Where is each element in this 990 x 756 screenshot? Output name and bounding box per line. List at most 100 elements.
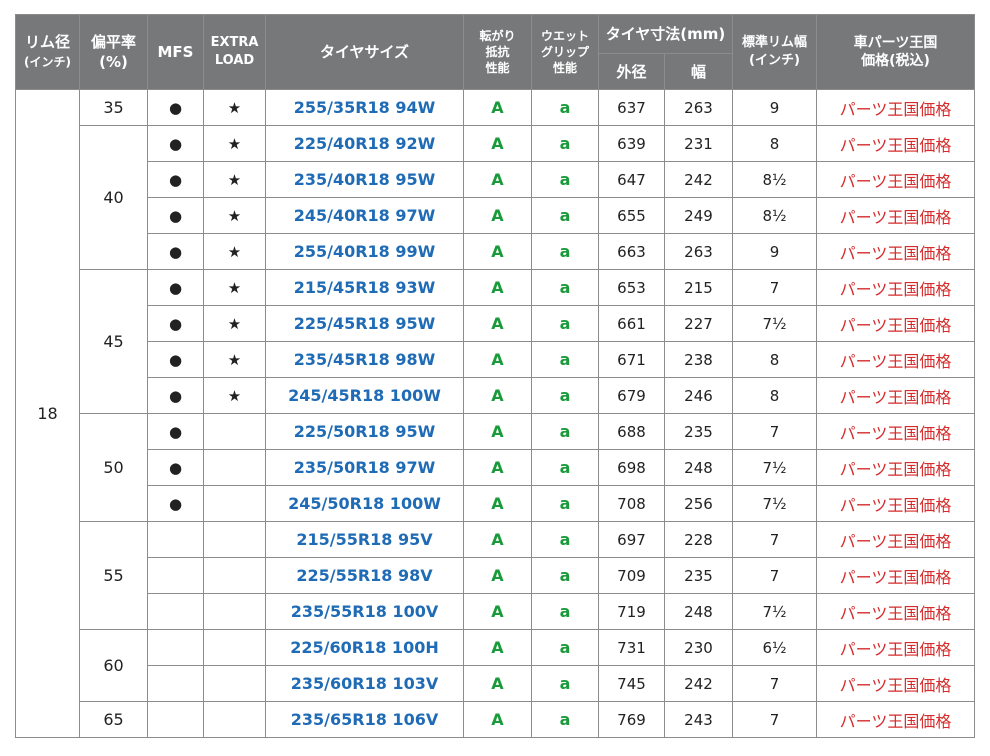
- price-link[interactable]: パーツ王国価格: [816, 665, 975, 702]
- price-link[interactable]: パーツ王国価格: [816, 413, 975, 450]
- extra-load-cell: [203, 665, 266, 702]
- rolling-resistance-cell: A: [463, 485, 532, 522]
- extra-load-cell: [203, 485, 266, 522]
- tire-size-cell: 245/45R18 100W: [265, 377, 464, 414]
- standard-rim-width-cell: 7½: [732, 593, 817, 630]
- standard-rim-width-cell: 7½: [732, 305, 817, 342]
- wet-grip-cell: a: [531, 413, 599, 450]
- tire-size-cell: 255/40R18 99W: [265, 233, 464, 270]
- header-rolling-resistance: 転がり 抵抗 性能: [463, 14, 532, 90]
- aspect-ratio-cell: 45: [79, 269, 148, 414]
- extra-load-cell: ★: [203, 305, 266, 342]
- header-price-line2: 価格(税込): [861, 53, 930, 69]
- width-cell: 263: [664, 89, 733, 126]
- price-link[interactable]: パーツ王国価格: [816, 305, 975, 342]
- mfs-cell: ●: [147, 377, 204, 414]
- outer-diameter-cell: 731: [598, 629, 665, 666]
- extra-load-cell: [203, 701, 266, 738]
- width-cell: 228: [664, 521, 733, 558]
- price-link[interactable]: パーツ王国価格: [816, 161, 975, 198]
- price-link[interactable]: パーツ王国価格: [816, 593, 975, 630]
- price-link[interactable]: パーツ王国価格: [816, 557, 975, 594]
- header-stdrim-line1: 標準リム幅: [741, 35, 807, 50]
- width-cell: 263: [664, 233, 733, 270]
- extra-load-cell: ★: [203, 161, 266, 198]
- mfs-cell: ●: [147, 413, 204, 450]
- wet-grip-cell: a: [531, 521, 599, 558]
- price-link[interactable]: パーツ王国価格: [816, 701, 975, 738]
- standard-rim-width-cell: 7: [732, 557, 817, 594]
- outer-diameter-cell: 653: [598, 269, 665, 306]
- wet-grip-cell: a: [531, 161, 599, 198]
- tire-size-cell: 245/40R18 97W: [265, 197, 464, 234]
- price-link[interactable]: パーツ王国価格: [816, 449, 975, 486]
- price-link[interactable]: パーツ王国価格: [816, 125, 975, 162]
- extra-load-cell: ★: [203, 89, 266, 126]
- rolling-resistance-cell: A: [463, 305, 532, 342]
- wet-grip-cell: a: [531, 305, 599, 342]
- price-link[interactable]: パーツ王国価格: [816, 629, 975, 666]
- standard-rim-width-cell: 7: [732, 269, 817, 306]
- wet-grip-cell: a: [531, 593, 599, 630]
- outer-diameter-cell: 697: [598, 521, 665, 558]
- extra-load-cell: ★: [203, 233, 266, 270]
- extra-load-cell: [203, 449, 266, 486]
- wet-grip-cell: a: [531, 269, 599, 306]
- outer-diameter-cell: 688: [598, 413, 665, 450]
- header-aspect-ratio: 偏平率 (%): [79, 14, 148, 90]
- header-roll-line2: 抵抗: [485, 45, 510, 59]
- rolling-resistance-cell: A: [463, 629, 532, 666]
- standard-rim-width-cell: 8½: [732, 197, 817, 234]
- rolling-resistance-cell: A: [463, 89, 532, 126]
- extra-load-cell: ★: [203, 377, 266, 414]
- rolling-resistance-cell: A: [463, 593, 532, 630]
- price-link[interactable]: パーツ王国価格: [816, 269, 975, 306]
- price-link[interactable]: パーツ王国価格: [816, 89, 975, 126]
- extra-load-cell: [203, 413, 266, 450]
- rolling-resistance-cell: A: [463, 377, 532, 414]
- width-cell: 256: [664, 485, 733, 522]
- mfs-cell: [147, 701, 204, 738]
- outer-diameter-cell: 671: [598, 341, 665, 378]
- tire-size-cell: 235/45R18 98W: [265, 341, 464, 378]
- mfs-cell: ●: [147, 341, 204, 378]
- wet-grip-cell: a: [531, 341, 599, 378]
- tire-size-cell: 215/55R18 95V: [265, 521, 464, 558]
- tire-size-cell: 235/60R18 103V: [265, 665, 464, 702]
- standard-rim-width-cell: 7: [732, 701, 817, 738]
- price-link[interactable]: パーツ王国価格: [816, 197, 975, 234]
- mfs-cell: ●: [147, 161, 204, 198]
- price-link[interactable]: パーツ王国価格: [816, 485, 975, 522]
- standard-rim-width-cell: 7½: [732, 485, 817, 522]
- rolling-resistance-cell: A: [463, 197, 532, 234]
- extra-load-cell: ★: [203, 269, 266, 306]
- wet-grip-cell: a: [531, 485, 599, 522]
- standard-rim-width-cell: 8: [732, 377, 817, 414]
- mfs-cell: [147, 629, 204, 666]
- standard-rim-width-cell: 7: [732, 521, 817, 558]
- outer-diameter-cell: 663: [598, 233, 665, 270]
- tire-size-cell: 225/60R18 100H: [265, 629, 464, 666]
- width-cell: 231: [664, 125, 733, 162]
- width-cell: 242: [664, 161, 733, 198]
- price-link[interactable]: パーツ王国価格: [816, 521, 975, 558]
- outer-diameter-cell: 655: [598, 197, 665, 234]
- rolling-resistance-cell: A: [463, 521, 532, 558]
- header-mfs: MFS: [147, 14, 204, 90]
- price-link[interactable]: パーツ王国価格: [816, 233, 975, 270]
- rolling-resistance-cell: A: [463, 665, 532, 702]
- price-link[interactable]: パーツ王国価格: [816, 377, 975, 414]
- price-link[interactable]: パーツ王国価格: [816, 341, 975, 378]
- outer-diameter-cell: 698: [598, 449, 665, 486]
